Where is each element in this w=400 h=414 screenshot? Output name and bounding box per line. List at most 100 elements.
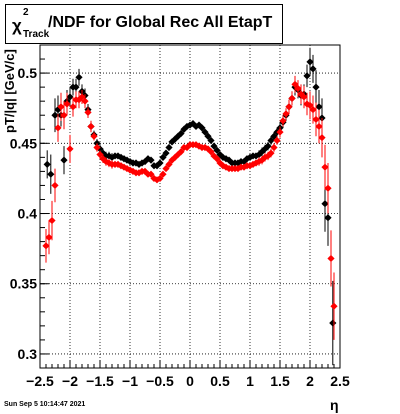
black-data-point xyxy=(306,58,314,66)
title-superscript: 2 xyxy=(23,7,29,18)
black-data-point xyxy=(264,142,272,150)
red-data-point xyxy=(159,170,167,178)
red-data-point xyxy=(162,164,170,173)
x-tick-label: −1.5 xyxy=(86,373,114,389)
black-data-point xyxy=(147,156,155,164)
black-data-point xyxy=(324,214,332,222)
red-data-point xyxy=(207,148,215,156)
black-data-point xyxy=(99,149,107,157)
red-data-point xyxy=(69,103,77,111)
red-data-point xyxy=(42,242,50,250)
black-data-point xyxy=(213,146,221,154)
red-data-point xyxy=(66,145,74,153)
black-data-point xyxy=(303,72,311,80)
red-data-point xyxy=(93,143,101,152)
red-data-point xyxy=(282,110,290,118)
red-data-point xyxy=(156,174,164,183)
red-data-point xyxy=(165,160,173,168)
red-data-point xyxy=(291,80,299,88)
red-data-point xyxy=(78,93,86,101)
black-data-point xyxy=(162,149,170,157)
y-axis-label: pT/|q| [GeV/c] xyxy=(2,49,17,133)
red-data-point xyxy=(285,103,293,111)
black-data-point xyxy=(75,73,83,81)
black-data-point xyxy=(66,93,74,101)
y-tick-label: 0.5 xyxy=(18,65,38,81)
black-data-point xyxy=(117,153,125,161)
red-data-point xyxy=(267,149,275,157)
black-data-point xyxy=(321,200,329,208)
black-data-point xyxy=(204,132,212,140)
black-data-point xyxy=(60,156,68,164)
red-data-point xyxy=(327,254,335,263)
x-tick-label: 1 xyxy=(246,373,254,389)
red-data-point xyxy=(51,181,59,190)
black-data-point xyxy=(51,111,59,119)
black-data-point xyxy=(177,129,185,138)
red-data-point xyxy=(288,94,296,102)
y-tick-label: 0.45 xyxy=(10,135,37,151)
x-axis-label: η xyxy=(330,397,339,413)
red-data-point xyxy=(279,117,287,125)
black-data-point xyxy=(96,145,104,153)
y-tick-label: 0.35 xyxy=(10,276,37,292)
black-data-point xyxy=(165,143,173,152)
red-data-point xyxy=(324,184,332,192)
red-data-point xyxy=(309,106,317,114)
black-data-point xyxy=(309,65,317,73)
red-data-point xyxy=(90,132,98,140)
y-tick-label: 0.4 xyxy=(18,206,38,222)
red-data-point xyxy=(99,155,107,163)
red-data-point xyxy=(306,101,314,109)
black-data-point xyxy=(329,319,337,327)
x-tick-label: 2 xyxy=(306,373,314,389)
red-data-point xyxy=(105,159,113,167)
black-data-point xyxy=(207,136,215,145)
black-data-point xyxy=(43,160,51,168)
red-data-point xyxy=(177,148,185,156)
black-data-point xyxy=(312,83,320,91)
black-data-point xyxy=(201,128,209,136)
black-data-point xyxy=(72,83,80,91)
red-data-point xyxy=(45,233,53,241)
red-data-point xyxy=(57,103,65,111)
red-data-point xyxy=(60,111,68,119)
chart-title-box: χ 2 Track /NDF for Global Rec All EtapT xyxy=(5,4,283,44)
red-data-point xyxy=(117,162,125,170)
timestamp: Sun Sep 5 10:14:47 2021 xyxy=(4,401,86,408)
x-tick-label: 2.5 xyxy=(330,373,350,389)
red-data-point xyxy=(63,100,71,108)
x-tick-label: −1 xyxy=(122,373,138,389)
red-data-point xyxy=(48,216,56,225)
red-data-point xyxy=(54,124,62,132)
title-chi-symbol: χ xyxy=(12,16,22,35)
black-data-point xyxy=(198,124,206,132)
red-data-point xyxy=(294,84,302,93)
red-data-point xyxy=(315,122,323,131)
red-data-point xyxy=(102,157,110,166)
red-data-point xyxy=(96,150,104,159)
red-data-point xyxy=(321,163,329,171)
red-data-point xyxy=(81,97,89,105)
title-subscript: Track xyxy=(23,29,50,40)
black-data-point xyxy=(156,159,164,167)
red-data-point xyxy=(276,128,284,136)
red-data-point xyxy=(273,136,281,145)
x-tick-label: 0 xyxy=(186,373,194,389)
x-tick-label: −0.5 xyxy=(146,373,174,389)
red-data-point xyxy=(87,122,95,131)
black-data-point xyxy=(210,142,218,150)
x-tick-label: 0.5 xyxy=(210,373,230,389)
y-tick-label: 0.3 xyxy=(18,346,38,362)
red-data-point xyxy=(318,134,326,142)
black-data-point xyxy=(47,170,55,178)
x-tick-label: −2 xyxy=(62,373,78,389)
black-data-point xyxy=(120,155,128,163)
red-data-point xyxy=(300,93,308,101)
red-data-point xyxy=(147,170,155,178)
red-data-point xyxy=(312,115,320,124)
chart-title: /NDF for Global Rec All EtapT xyxy=(48,14,273,31)
red-data-point xyxy=(330,302,338,310)
black-data-point xyxy=(189,120,197,128)
